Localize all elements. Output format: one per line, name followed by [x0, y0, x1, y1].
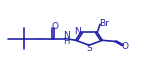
- Text: O: O: [122, 42, 129, 51]
- Text: Br: Br: [99, 19, 109, 28]
- Text: N: N: [74, 27, 81, 36]
- Text: O: O: [51, 22, 58, 31]
- Text: N: N: [63, 31, 70, 40]
- Text: S: S: [86, 44, 92, 53]
- Text: H: H: [63, 37, 69, 46]
